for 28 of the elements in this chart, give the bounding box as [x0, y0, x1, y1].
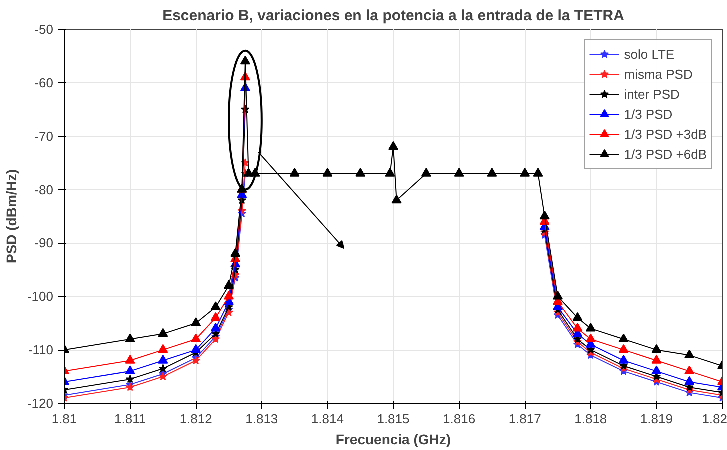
legend-label: solo LTE	[624, 46, 675, 62]
y-tick-label: -100	[27, 289, 54, 304]
x-tick-label: 1.816	[443, 412, 476, 426]
legend-label: inter PSD	[624, 86, 680, 102]
y-tick-label: -70	[34, 128, 54, 144]
x-tick-label: 1.81	[52, 412, 78, 426]
x-tick-label: 1.813	[246, 412, 278, 426]
x-axis-title: Frecuencia (GHz)	[336, 432, 452, 448]
x-tick-label: 1.819	[640, 412, 673, 426]
chart-title: Escenario B, variaciones en la potencia a la entrada de la TETRA	[162, 8, 625, 24]
y-axis-title: PSD (dBm/Hz)	[3, 169, 20, 264]
y-tick-label: -50	[34, 22, 54, 37]
y-tick-label: -110	[28, 342, 54, 358]
y-tick-label: -80	[34, 182, 54, 198]
x-tick-label: 1.82	[702, 412, 727, 426]
x-tick-label: 1.811	[114, 412, 146, 426]
x-tick-label: 1.814	[311, 412, 344, 426]
y-tick-label: -90	[34, 236, 54, 251]
x-tick-label: 1.815	[377, 412, 410, 426]
legend-label: misma PSD	[624, 66, 693, 82]
x-tick-label: 1.812	[180, 412, 212, 426]
x-tick-label: 1.817	[508, 412, 542, 426]
legend-label: 1/3 PSD	[624, 106, 673, 122]
x-tick-label: 1.818	[574, 412, 608, 426]
legend-label: 1/3 PSD +3dB	[624, 126, 707, 142]
y-tick-label: -120	[27, 396, 54, 411]
y-tick-label: -60	[34, 75, 54, 90]
legend-label: 1/3 PSD +6dB	[624, 146, 707, 162]
